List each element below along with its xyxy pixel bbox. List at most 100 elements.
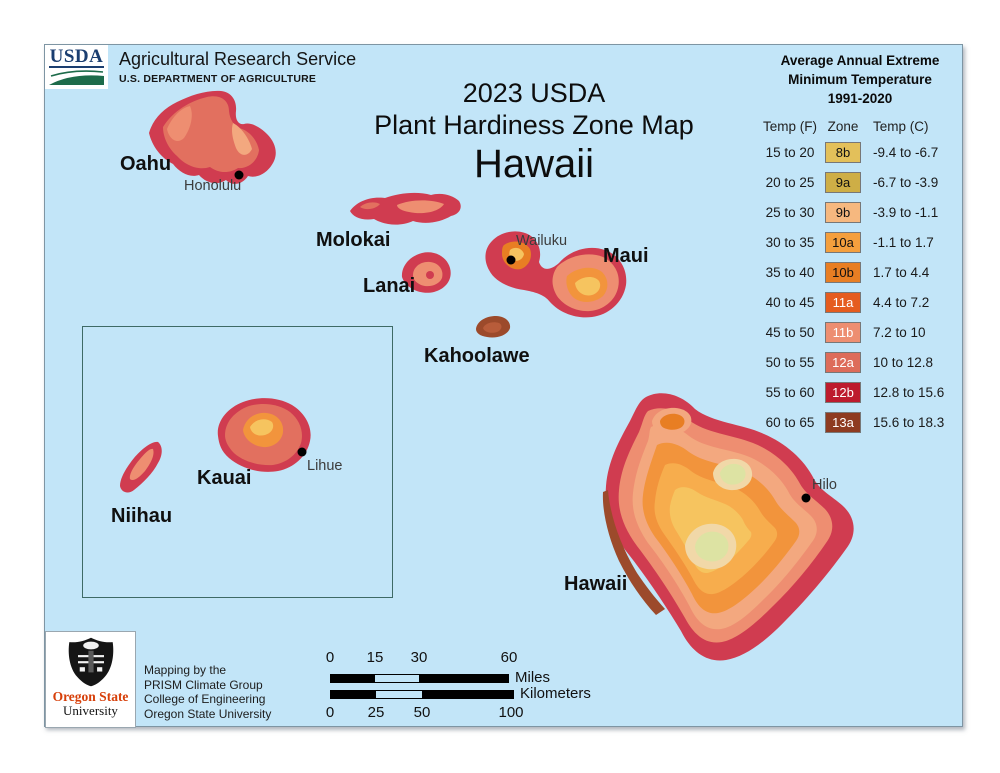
temp-f-range: 35 to 40 <box>765 264 815 280</box>
legend-row-12a: 50 to 55 12a 10 to 12.8 <box>759 347 961 377</box>
island-maui <box>485 231 627 318</box>
osu-logo: Oregon State University <box>45 631 136 728</box>
island-molokai <box>350 192 461 225</box>
temp-c-range: 4.4 to 7.2 <box>873 294 930 310</box>
department-name: U.S. DEPARTMENT OF AGRICULTURE <box>119 73 317 85</box>
zone-chip-12a: 12a <box>825 351 861 373</box>
temp-c-range: -9.4 to -6.7 <box>873 144 939 160</box>
km-tick-25: 25 <box>367 704 385 721</box>
zone-chip-8b: 8b <box>825 141 861 163</box>
legend-row-8b: 15 to 20 8b -9.4 to -6.7 <box>759 137 961 167</box>
legend-rows: 15 to 20 8b -9.4 to -6.7 20 to 25 9a -6.… <box>759 137 961 437</box>
kauai-inset-box <box>82 326 393 598</box>
map-title: 2023 USDA Plant Hardiness Zone Map Hawai… <box>334 77 734 187</box>
temp-f-range: 25 to 30 <box>765 204 815 220</box>
km-unit-label: Kilometers <box>520 685 591 702</box>
island-hawaii <box>602 393 854 661</box>
usda-logo: USDA <box>45 45 108 89</box>
hilo-dot <box>801 493 811 503</box>
temp-c-range: 10 to 12.8 <box>873 354 934 370</box>
map-panel: Oahu Molokai Lanai Maui Kahoolawe Kauai … <box>44 44 963 728</box>
km-tick-100: 100 <box>498 704 524 721</box>
km-tick-0: 0 <box>325 704 335 721</box>
legend-column-headers: Temp (F) Zone Temp (C) <box>759 119 961 134</box>
miles-scalebar-segment <box>375 675 419 682</box>
title-name: Plant Hardiness Zone Map <box>374 110 694 140</box>
km-scalebar <box>330 690 514 699</box>
zone-chip-10a: 10a <box>825 231 861 253</box>
temp-c-range: -1.1 to 1.7 <box>873 234 934 250</box>
credits-text: Mapping by the PRISM Climate Group Colle… <box>144 663 271 721</box>
miles-tick-15: 15 <box>366 649 384 666</box>
legend-col-zone: Zone <box>827 119 859 134</box>
temp-f-range: 30 to 35 <box>765 234 815 250</box>
legend-col-temp-c: Temp (C) <box>873 119 929 134</box>
legend-row-11a: 40 to 45 11a 4.4 to 7.2 <box>759 287 961 317</box>
zone-legend: Average Annual Extreme Minimum Temperatu… <box>759 51 961 437</box>
temp-c-range: -6.7 to -3.9 <box>873 174 939 190</box>
legend-title-line2: Minimum Temperature <box>788 72 932 87</box>
island-label-oahu: Oahu <box>120 153 172 175</box>
island-label-kauai: Kauai <box>197 467 252 489</box>
credits-line3: College of Engineering <box>144 692 266 706</box>
legend-row-9a: 20 to 25 9a -6.7 to -3.9 <box>759 167 961 197</box>
usda-wordmark: USDA <box>48 46 105 68</box>
honolulu-dot <box>234 170 244 180</box>
island-label-kahoolawe: Kahoolawe <box>424 345 530 367</box>
temp-c-range: 15.6 to 18.3 <box>873 414 945 430</box>
city-label-hilo: Hilo <box>812 477 837 493</box>
osu-crest-icon <box>68 637 113 687</box>
legend-row-12b: 55 to 60 12b 12.8 to 15.6 <box>759 377 961 407</box>
island-niihau <box>120 441 162 493</box>
temp-f-range: 55 to 60 <box>765 384 815 400</box>
temp-c-range: 1.7 to 4.4 <box>873 264 930 280</box>
temp-f-range: 45 to 50 <box>765 324 815 340</box>
legend-row-10b: 35 to 40 10b 1.7 to 4.4 <box>759 257 961 287</box>
temp-f-range: 40 to 45 <box>765 294 815 310</box>
city-label-lihue: Lihue <box>307 458 343 474</box>
km-scalebar-segment <box>376 691 422 698</box>
island-label-niihau: Niihau <box>111 505 173 527</box>
osu-name: Oregon State <box>52 689 129 704</box>
island-kahoolawe <box>476 316 511 338</box>
temp-f-range: 15 to 20 <box>765 144 815 160</box>
island-kauai <box>217 398 311 472</box>
agency-name: Agricultural Research Service <box>119 49 357 69</box>
miles-tick-0: 0 <box>325 649 335 666</box>
island-label-lanai: Lanai <box>363 275 416 297</box>
temp-c-range: 12.8 to 15.6 <box>873 384 945 400</box>
temp-f-range: 20 to 25 <box>765 174 815 190</box>
city-label-honolulu: Honolulu <box>184 178 242 194</box>
temp-f-range: 50 to 55 <box>765 354 815 370</box>
island-oahu <box>149 90 276 184</box>
temp-c-range: -3.9 to -1.1 <box>873 204 939 220</box>
island-lanai <box>401 252 451 293</box>
wailuku-dot <box>506 255 516 265</box>
zone-chip-9a: 9a <box>825 171 861 193</box>
zone-chip-11b: 11b <box>825 321 861 343</box>
legend-row-10a: 30 to 35 10a -1.1 to 1.7 <box>759 227 961 257</box>
city-label-wailuku: Wailuku <box>516 233 568 249</box>
zone-chip-10b: 10b <box>825 261 861 283</box>
credits-line2: PRISM Climate Group <box>144 677 263 692</box>
legend-title-line3: 1991-2020 <box>827 91 893 106</box>
temp-c-range: 7.2 to 10 <box>873 324 926 340</box>
lihue-dot <box>297 447 307 457</box>
title-region: Hawaii <box>473 142 595 186</box>
miles-scalebar <box>330 674 509 683</box>
credits-line1: Mapping by the <box>144 663 227 677</box>
legend-title-line1: Average Annual Extreme <box>780 53 940 68</box>
zone-chip-12b: 12b <box>825 381 861 403</box>
zone-chip-9b: 9b <box>825 201 861 223</box>
island-label-molokai: Molokai <box>316 229 391 251</box>
usda-swoosh-icon <box>49 70 104 85</box>
legend-row-13a: 60 to 65 13a 15.6 to 18.3 <box>759 407 961 437</box>
osu-university: University <box>63 703 118 718</box>
miles-unit-label: Miles <box>515 669 551 686</box>
agency-header: Agricultural Research Service U.S. DEPAR… <box>119 49 356 85</box>
island-label-hawaii: Hawaii <box>564 573 628 595</box>
legend-title: Average Annual Extreme Minimum Temperatu… <box>759 51 961 108</box>
legend-col-temp-f: Temp (F) <box>763 119 817 134</box>
island-label-maui: Maui <box>603 245 649 267</box>
